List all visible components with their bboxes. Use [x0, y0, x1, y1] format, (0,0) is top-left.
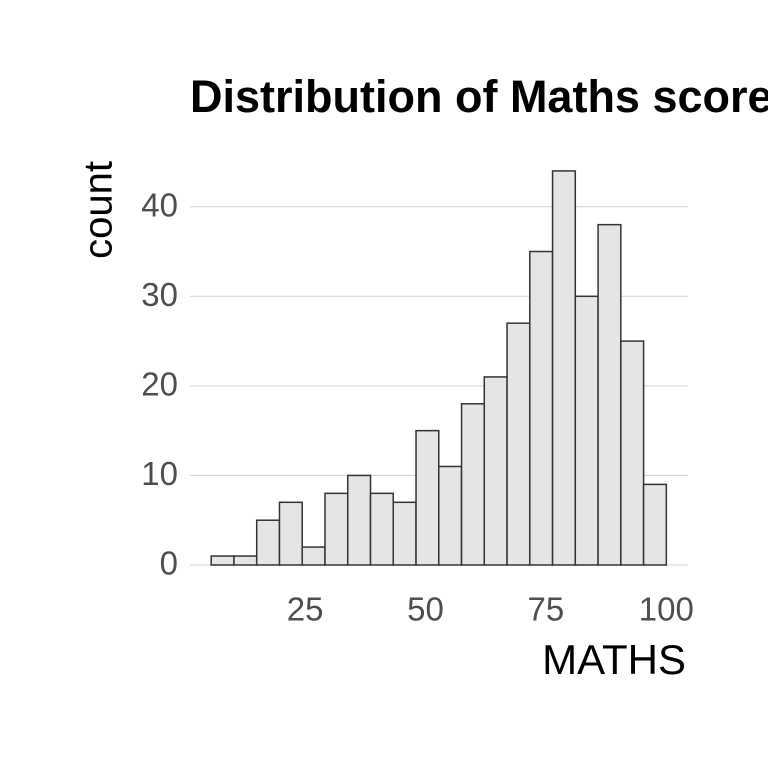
- bar: [369, 492, 394, 566]
- bar: [210, 555, 235, 566]
- y-tick-label: 0: [160, 545, 178, 582]
- bar: [506, 322, 531, 566]
- bar: [392, 501, 417, 566]
- chart-title: Distribution of Maths scores: [190, 71, 768, 122]
- bar: [642, 483, 668, 566]
- y-tick-label: 30: [141, 276, 178, 313]
- y-tick-label: 20: [141, 366, 178, 403]
- x-tick-label: 100: [639, 591, 694, 628]
- bar: [574, 295, 599, 566]
- x-tick-label: 75: [528, 591, 565, 628]
- bar: [278, 501, 303, 566]
- bar: [324, 492, 349, 566]
- y-axis-label: count: [77, 161, 121, 259]
- bar: [597, 223, 622, 566]
- bar: [551, 170, 577, 566]
- y-tick-label: 10: [141, 455, 178, 492]
- bar: [255, 519, 281, 566]
- x-tick-label: 50: [407, 591, 444, 628]
- bar: [460, 403, 486, 566]
- bar: [483, 376, 508, 566]
- x-tick-label: 25: [287, 591, 324, 628]
- bar: [346, 474, 372, 566]
- bar: [438, 465, 463, 566]
- y-tick-label: 40: [141, 186, 178, 223]
- x-axis-label: MATHS: [542, 636, 686, 683]
- bar: [301, 546, 326, 566]
- bar: [415, 429, 440, 566]
- bar: [233, 555, 258, 566]
- bar: [529, 250, 554, 566]
- bar: [620, 340, 645, 566]
